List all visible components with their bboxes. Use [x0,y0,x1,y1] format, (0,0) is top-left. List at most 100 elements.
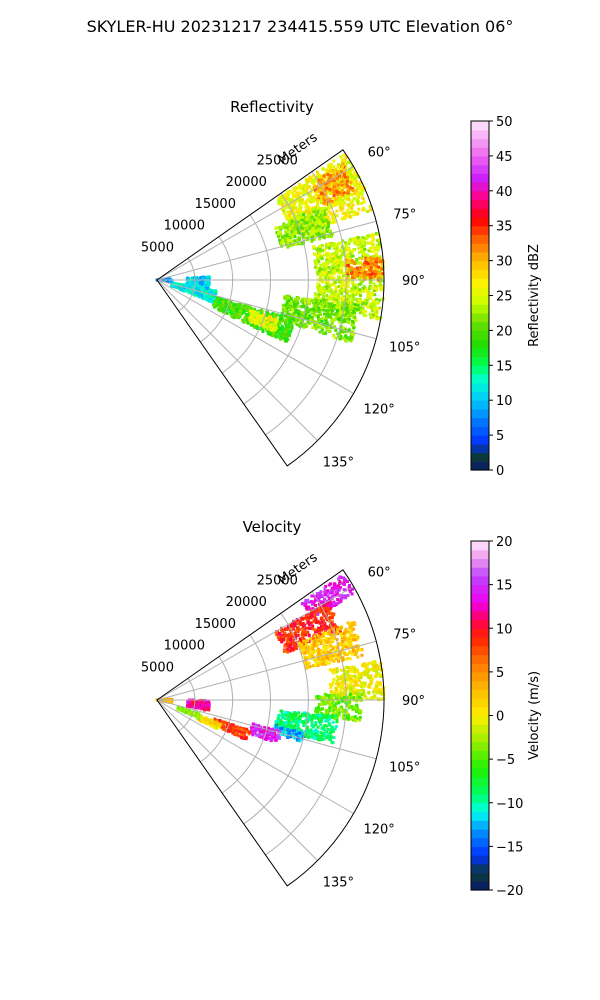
echo-cell [332,173,336,177]
echo-cell [294,297,297,301]
echo-cell [255,313,259,317]
colorbar-segment [471,339,489,349]
echo-cell [315,185,319,189]
echo-cell [324,609,328,613]
echo-cell [369,266,373,270]
echo-cell [202,287,206,291]
echo-cell [356,303,360,307]
echo-cell [316,266,320,270]
echo-cell [335,255,339,259]
echo-cell [293,222,297,226]
echo-cell [345,268,349,272]
echo-cell [355,273,359,277]
echo-cell [255,322,259,326]
echo-cell [229,300,233,304]
echo-cell [213,304,217,308]
echo-cell [342,171,346,175]
echo-cell [301,648,305,652]
echo-cell [293,303,297,307]
echo-cell [340,320,344,324]
echo-cell [312,594,316,598]
echo-cell [284,325,288,329]
echo-cell [335,653,339,657]
echo-cell [339,188,343,192]
echo-cell [328,170,332,174]
echo-cell [317,628,321,632]
echo-cell [350,690,354,694]
echo-cell [308,214,312,218]
echo-cell [361,662,365,666]
echo-cell [311,301,315,305]
echo-cell [322,218,326,222]
echo-cell [333,654,337,658]
echo-cell [253,313,257,317]
echo-cell [340,634,344,638]
echo-cell [327,165,331,169]
echo-cell [251,315,254,319]
echo-cell [301,305,305,309]
echo-cell [349,642,353,646]
echo-cell [362,313,366,317]
echo-cell [300,212,304,216]
echo-cell [380,697,383,701]
echo-cell [310,602,314,606]
echo-cell [326,244,330,248]
echo-cell [326,601,330,605]
colorbar-segment [471,304,489,314]
echo-cell [328,636,332,640]
echo-cell [363,247,367,251]
echo-cell [307,185,311,189]
echo-cell [316,656,320,660]
echo-cell [347,190,350,194]
echo-cell [352,621,356,625]
echo-cell [351,275,354,279]
echo-cell [271,316,275,319]
echo-cell [334,175,338,179]
echo-cell [334,168,338,171]
echo-cell [348,173,352,177]
echo-cell [367,676,371,680]
echo-cell [359,673,363,677]
echo-cell [330,595,334,598]
echo-cell [331,257,335,261]
echo-cell [378,675,382,678]
echo-cell [309,616,313,620]
echo-cell [317,321,321,325]
echo-cell [350,187,354,191]
echo-cell [341,239,345,243]
echo-cell [272,323,276,327]
echo-cell [330,163,333,167]
echo-cell [322,299,326,303]
echo-cell [287,301,291,305]
echo-cell [309,646,313,650]
echo-cell [259,314,263,318]
echo-cell [355,173,359,177]
echo-cell [304,307,308,311]
echo-cell [294,629,298,633]
colorbar-segment [471,382,489,393]
echo-cell [341,645,345,648]
echo-cell [304,643,308,647]
echo-cell [352,284,355,288]
echo-cell [303,227,306,231]
colorbar-tick-label: 5 [496,429,504,444]
echo-cell [349,186,353,190]
colorbar-segment [471,260,489,270]
echo-cell [324,265,328,269]
echo-cell [334,590,338,594]
echo-cell [363,662,367,666]
echo-cell [335,209,339,213]
echo-cell [349,339,353,343]
echo-cell [307,236,311,239]
echo-cell [295,231,299,235]
echo-cell [347,205,351,209]
echo-cell [288,210,292,214]
echo-cell [332,677,336,681]
colorbar-segment [471,182,489,192]
echo-cell [304,656,307,660]
echo-cell [314,208,318,211]
echo-cell [363,261,367,265]
echo-cell [324,202,328,206]
echo-cell [308,175,312,179]
